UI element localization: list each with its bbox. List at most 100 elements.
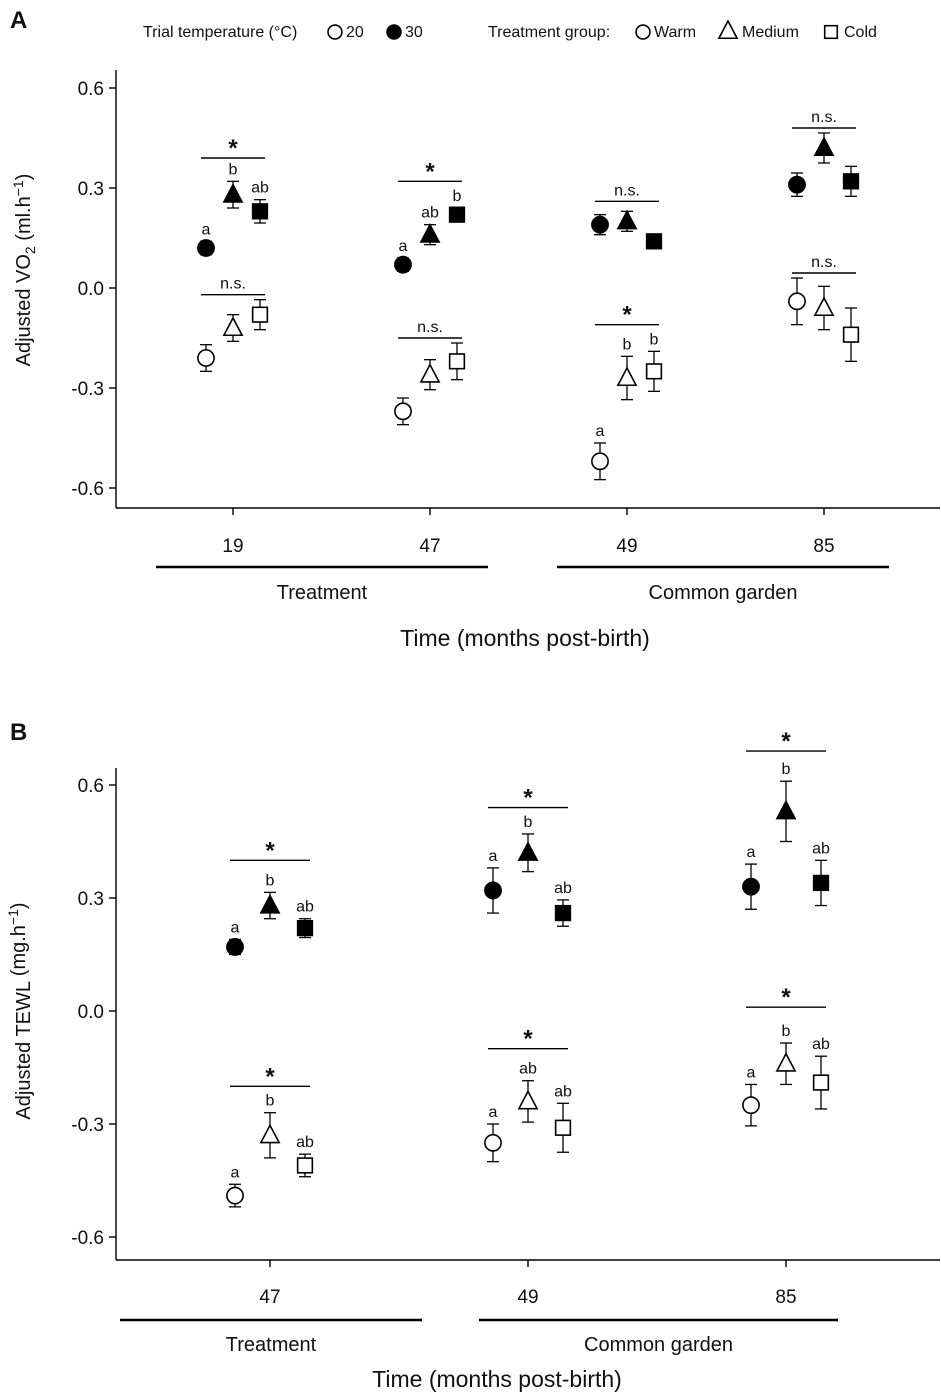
significance-ns: n.s. xyxy=(811,254,837,271)
legend-marker-open xyxy=(327,24,343,40)
data-point-medium-20 xyxy=(616,366,638,387)
significance-letter: ab xyxy=(251,180,269,197)
data-point-warm-20 xyxy=(788,292,806,311)
data-point-medium-20 xyxy=(775,1052,797,1072)
significance-letter: a xyxy=(747,844,756,861)
data-point-medium-20 xyxy=(222,316,244,337)
y-tick-label: 0.3 xyxy=(78,889,104,910)
data-point-cold-20 xyxy=(296,1157,314,1174)
significance-letter: b xyxy=(266,872,275,889)
significance-letter: ab xyxy=(812,840,830,857)
y-axis-title-part: −1 xyxy=(5,909,21,925)
legend-trial-temperature-label: Trial temperature (°C) xyxy=(143,24,297,41)
data-point-cold-20 xyxy=(554,1119,572,1136)
significance-ns: n.s. xyxy=(811,109,837,126)
significance-letter: ab xyxy=(421,205,439,222)
significance-letter: a xyxy=(231,919,240,936)
significance-letter: ab xyxy=(296,899,314,916)
x-category-label: 19 xyxy=(222,536,243,557)
y-tick-label: 0.6 xyxy=(78,776,104,797)
significance-star: * xyxy=(228,135,238,162)
y-axis-title: Adjusted TEWL (mg.h−1) xyxy=(5,902,35,1119)
significance-letter: b xyxy=(623,336,632,353)
data-point-cold-20 xyxy=(812,1074,830,1091)
data-point-medium-30 xyxy=(775,799,797,820)
y-tick-label: -0.3 xyxy=(71,1115,104,1136)
data-point-warm-20 xyxy=(226,1186,244,1205)
x-category-label: 49 xyxy=(616,536,637,557)
y-tick-label: -0.6 xyxy=(71,1228,104,1249)
data-point-warm-20 xyxy=(197,349,215,367)
y-axis-title-part: ) xyxy=(13,174,35,181)
data-point-medium-30 xyxy=(813,136,835,157)
data-point-medium-20 xyxy=(517,1089,539,1110)
x-category-label: 47 xyxy=(259,1287,280,1308)
significance-letter: b xyxy=(266,1093,275,1110)
significance-letter: a xyxy=(399,238,408,255)
panel-letter: B xyxy=(10,719,27,746)
data-point-medium-20 xyxy=(259,1123,281,1144)
data-point-medium-20 xyxy=(813,296,835,317)
y-axis-title-part: ) xyxy=(8,902,30,909)
data-point-warm-30 xyxy=(394,255,412,274)
data-point-cold-30 xyxy=(842,173,860,190)
significance-letter: a xyxy=(489,848,498,865)
data-point-medium-30 xyxy=(259,893,281,914)
legend-group-medium: Medium xyxy=(742,24,799,41)
significance-letter: ab xyxy=(812,1036,830,1053)
significance-letter: a xyxy=(202,221,211,238)
panel-a: A 0.6 0.3 0.0 -0.3 -0.6 19 47 49 85 Treatment Commo… xyxy=(10,7,940,651)
significance-letter: a xyxy=(489,1104,498,1121)
panel-letter: A xyxy=(10,7,27,34)
data-point-medium-30 xyxy=(616,209,638,230)
legend-marker-square xyxy=(823,24,839,40)
data-point-warm-30 xyxy=(742,877,760,896)
data-point-warm-30 xyxy=(788,175,806,194)
significance-letter: b xyxy=(782,1023,791,1040)
legend-group-warm: Warm xyxy=(654,24,696,41)
data-point-cold-30 xyxy=(296,919,314,937)
significance-letter: b xyxy=(453,188,462,205)
legend-group-cold: Cold xyxy=(844,24,877,41)
legend-marker-filled xyxy=(386,24,402,40)
panel-b: B 0.6 0.3 0.0 -0.3 -0.6 47 49 85 Treatment Common … xyxy=(5,719,940,1392)
significance-star: * xyxy=(781,984,791,1011)
significance-star: * xyxy=(265,1063,275,1090)
y-tick-label: 0.0 xyxy=(78,1002,104,1023)
data-point-cold-30 xyxy=(812,874,830,892)
significance-letter: b xyxy=(650,331,659,348)
significance-letter: a xyxy=(747,1064,756,1081)
significance-star: * xyxy=(781,728,791,755)
data-point-cold-30 xyxy=(645,233,663,250)
data-point-cold-20 xyxy=(251,306,269,323)
y-axis-title: Adjusted VO2 (ml.h−1) xyxy=(10,174,38,367)
significance-star: * xyxy=(622,302,632,329)
x-axis-title: Time (months post-birth) xyxy=(400,625,650,651)
y-tick-label: -0.3 xyxy=(71,379,104,400)
significance-star: * xyxy=(523,785,533,812)
significance-ns: n.s. xyxy=(614,182,640,199)
significance-star: * xyxy=(265,837,275,864)
data-point-cold-30 xyxy=(554,904,572,922)
data-point-warm-30 xyxy=(226,938,244,956)
significance-letter: a xyxy=(231,1164,240,1181)
significance-ns: n.s. xyxy=(417,319,443,336)
data-point-warm-20 xyxy=(742,1096,760,1115)
significance-letter: b xyxy=(229,161,238,178)
significance-star: * xyxy=(425,158,435,185)
group-label: Common garden xyxy=(584,1334,733,1356)
y-tick-label: 0.3 xyxy=(78,179,104,200)
data-point-cold-20 xyxy=(842,326,860,343)
data-point-warm-20 xyxy=(484,1133,502,1152)
significance-letter: ab xyxy=(296,1134,314,1151)
significance-letter: a xyxy=(596,423,605,440)
significance-letter: b xyxy=(782,761,791,778)
group-label: Treatment xyxy=(277,582,368,604)
y-axis-title-part: (ml.h xyxy=(13,196,35,240)
y-axis-title-part: Adjusted TEWL xyxy=(13,981,35,1119)
data-point-medium-20 xyxy=(419,362,441,383)
data-point-warm-30 xyxy=(484,881,502,900)
legend-marker-triangle xyxy=(717,19,739,40)
significance-ns: n.s. xyxy=(220,276,246,293)
